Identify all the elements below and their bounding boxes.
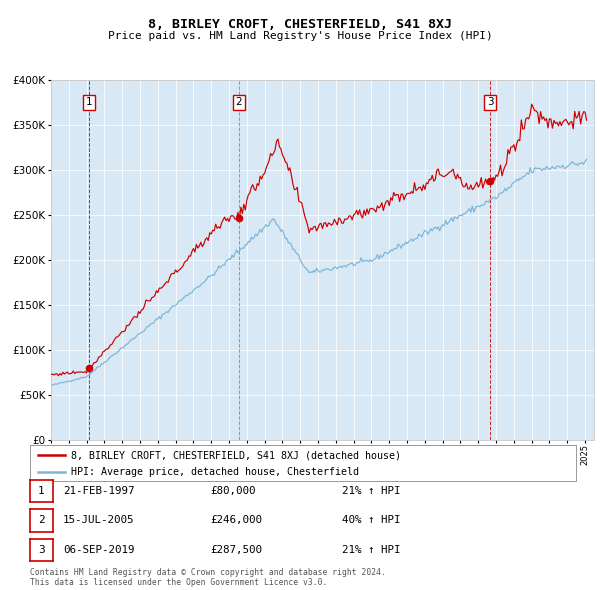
Text: 1: 1: [38, 486, 45, 496]
Text: £80,000: £80,000: [210, 486, 256, 496]
Text: 8, BIRLEY CROFT, CHESTERFIELD, S41 8XJ: 8, BIRLEY CROFT, CHESTERFIELD, S41 8XJ: [148, 18, 452, 31]
Text: 40% ↑ HPI: 40% ↑ HPI: [342, 516, 401, 525]
Text: 21% ↑ HPI: 21% ↑ HPI: [342, 486, 401, 496]
Text: HPI: Average price, detached house, Chesterfield: HPI: Average price, detached house, Ches…: [71, 467, 359, 477]
Text: Contains HM Land Registry data © Crown copyright and database right 2024.: Contains HM Land Registry data © Crown c…: [30, 568, 386, 577]
Text: 3: 3: [38, 545, 45, 555]
Text: This data is licensed under the Open Government Licence v3.0.: This data is licensed under the Open Gov…: [30, 578, 328, 587]
Text: £246,000: £246,000: [210, 516, 262, 525]
Text: 8, BIRLEY CROFT, CHESTERFIELD, S41 8XJ (detached house): 8, BIRLEY CROFT, CHESTERFIELD, S41 8XJ (…: [71, 450, 401, 460]
Text: 21-FEB-1997: 21-FEB-1997: [63, 486, 134, 496]
Text: 1: 1: [86, 97, 92, 107]
Text: 06-SEP-2019: 06-SEP-2019: [63, 545, 134, 555]
Text: £287,500: £287,500: [210, 545, 262, 555]
Text: 21% ↑ HPI: 21% ↑ HPI: [342, 545, 401, 555]
Text: 2: 2: [38, 516, 45, 525]
Text: 3: 3: [487, 97, 494, 107]
Text: 2: 2: [235, 97, 242, 107]
Text: 15-JUL-2005: 15-JUL-2005: [63, 516, 134, 525]
Text: Price paid vs. HM Land Registry's House Price Index (HPI): Price paid vs. HM Land Registry's House …: [107, 31, 493, 41]
